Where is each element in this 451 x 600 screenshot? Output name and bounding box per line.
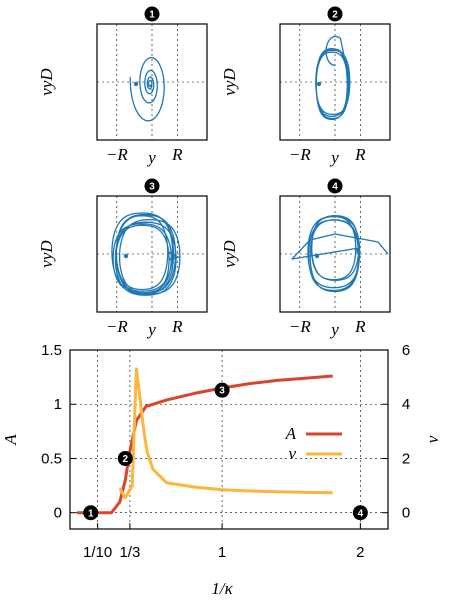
amplitude-frequency-chart: 0 0.5 1 1.5 0 2 4 6 1/10 1/3 1 2 1/κ A ν 1 2 3 4 Aν xyxy=(1,342,442,598)
legend-label-1: ν xyxy=(288,444,296,463)
y-axis-label: vyD xyxy=(37,68,56,96)
panel-badge-4-circle xyxy=(327,178,343,194)
panel-badge-1-circle xyxy=(144,6,160,22)
trajectory-start-point xyxy=(316,81,322,87)
x-tick-neg-r: −R xyxy=(289,317,311,336)
state-marker-4-label: 4 xyxy=(358,508,364,519)
y-left-tick-label-2: 1 xyxy=(54,396,62,413)
chart-frame xyxy=(69,349,389,530)
phase-panel-4: −R Ry vyD 4 xyxy=(220,178,391,339)
panel-badge-2-circle xyxy=(327,6,343,22)
x-tick-pos-r: R xyxy=(171,145,183,164)
state-marker-2: 2 xyxy=(117,450,133,466)
phase-panel-3: −R Ry vyD 3 xyxy=(37,178,208,339)
y-left-tick-label-1: 0.5 xyxy=(41,450,62,467)
state-marker-2-label: 2 xyxy=(123,454,129,465)
y-left-tick-label-3: 1.5 xyxy=(41,342,62,359)
state-marker-1-circle xyxy=(83,505,99,521)
y-right-tick-label-1: 2 xyxy=(402,450,410,467)
panel-frame xyxy=(96,195,208,313)
panel-badge-4-label: 4 xyxy=(332,182,338,193)
legend: Aν xyxy=(285,424,342,463)
y-right-tick-label-0: 0 xyxy=(402,505,410,522)
panel-badge-2: 2 xyxy=(327,6,343,22)
x-tick-pos-r: R xyxy=(171,317,183,336)
state-marker-4: 4 xyxy=(352,505,368,521)
x-tick-label-3: 2 xyxy=(356,544,364,561)
x-axis-label: y xyxy=(329,148,339,167)
state-marker-2-circle xyxy=(117,450,133,466)
series-line-0 xyxy=(76,374,333,515)
y-axis-label: vyD xyxy=(220,68,239,96)
x-axis-label: y xyxy=(146,148,156,167)
y-axis-label: vyD xyxy=(220,240,239,268)
state-marker-1-label: 1 xyxy=(88,508,94,519)
y-right-tick-label-3: 6 xyxy=(402,342,410,359)
panel-frame xyxy=(96,23,208,141)
panel-frame xyxy=(279,195,391,313)
trajectory-path xyxy=(129,56,165,122)
y-left-tick-label-0: 0 xyxy=(54,505,62,522)
trajectory-path xyxy=(291,215,389,293)
x-axis-label: y xyxy=(146,320,156,339)
x-tick-label-1: 1/3 xyxy=(119,544,140,561)
state-marker-1: 1 xyxy=(83,505,99,521)
x-tick-label-0: 1/10 xyxy=(83,544,112,561)
state-marker-3-label: 3 xyxy=(219,386,225,397)
x-tick-neg-r: −R xyxy=(106,317,128,336)
phase-panel-2: −R Ry vyD 2 xyxy=(220,6,391,167)
x-axis-label: 1/κ xyxy=(211,579,233,598)
panel-badge-3: 3 xyxy=(144,178,160,194)
trajectory-start-point xyxy=(123,253,129,259)
x-tick-label-2: 1 xyxy=(218,544,226,561)
trajectory-path xyxy=(315,35,351,121)
panel-badge-2-label: 2 xyxy=(332,10,338,21)
y-right-axis-label: ν xyxy=(423,435,442,443)
state-marker-3: 3 xyxy=(214,382,230,398)
state-marker-3-circle xyxy=(214,382,230,398)
x-axis-label: y xyxy=(329,320,339,339)
legend-label-0: A xyxy=(285,424,297,443)
panel-badge-1: 1 xyxy=(144,6,160,22)
x-tick-pos-r: R xyxy=(354,317,366,336)
x-tick-neg-r: −R xyxy=(106,145,128,164)
panel-badge-1-label: 1 xyxy=(149,10,155,21)
x-tick-neg-r: −R xyxy=(289,145,311,164)
trajectory-path xyxy=(111,212,181,296)
phase-panel-1: −R Ry vyD 1 xyxy=(37,6,208,167)
series-line-1 xyxy=(118,367,333,500)
panel-badge-3-label: 3 xyxy=(149,182,155,193)
y-right-tick-label-2: 4 xyxy=(402,396,410,413)
x-tick-pos-r: R xyxy=(354,145,366,164)
y-left-axis-label: A xyxy=(1,434,20,446)
trajectory-start-point xyxy=(133,81,139,87)
state-marker-4-circle xyxy=(352,505,368,521)
panel-badge-4: 4 xyxy=(327,178,343,194)
panel-badge-3-circle xyxy=(144,178,160,194)
trajectory-start-point xyxy=(314,253,320,259)
panel-frame xyxy=(279,23,391,141)
y-axis-label: vyD xyxy=(37,240,56,268)
